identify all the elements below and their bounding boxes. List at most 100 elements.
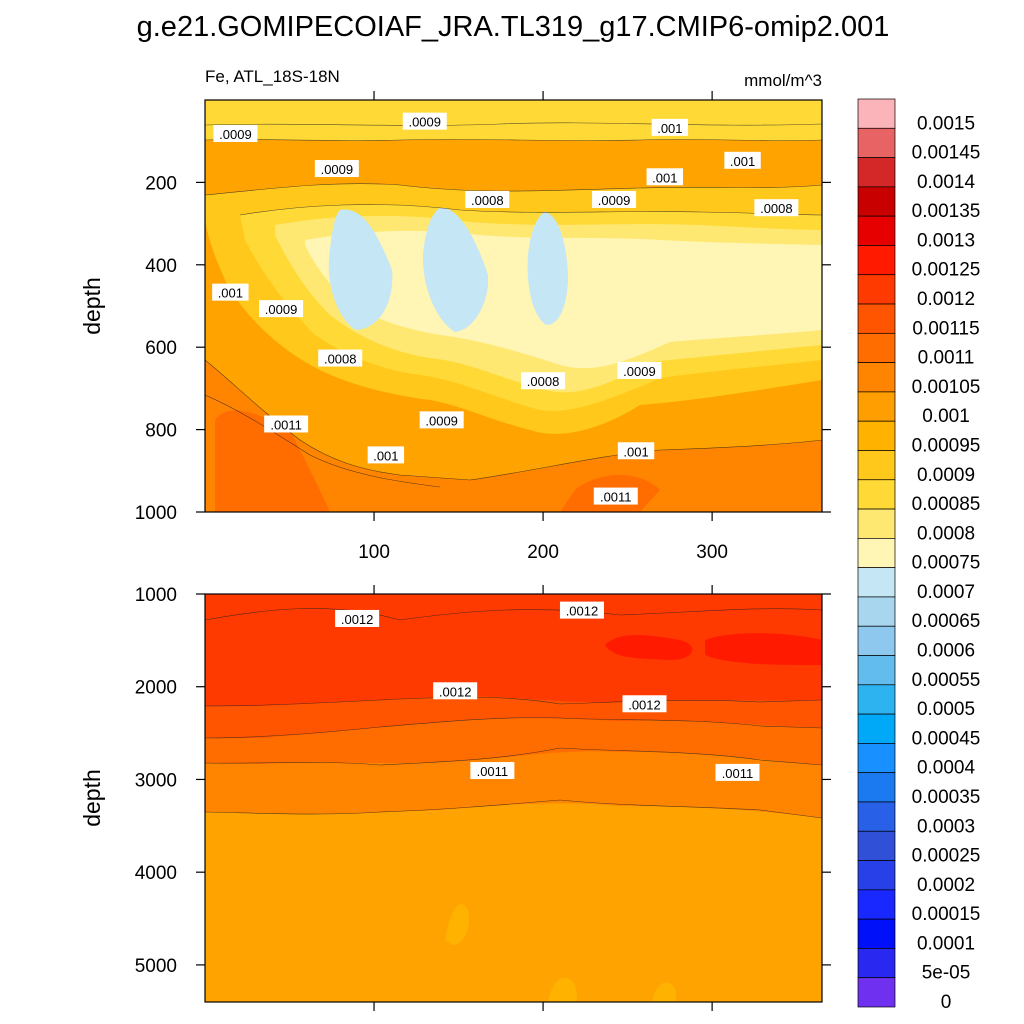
contour-label: .001 (367, 446, 405, 464)
contour-label-text: .0009 (425, 413, 458, 428)
contour-label-text: .001 (218, 286, 243, 301)
contour-label-box (212, 283, 249, 301)
contour-label: .0009 (213, 125, 258, 143)
colorbar-swatch (857, 391, 896, 422)
contour-label: .0011 (470, 762, 515, 780)
colorbar-swatch (857, 918, 896, 949)
upper-y-axis: 200 400 600 800 1000 (135, 173, 831, 524)
contour-label-box (559, 601, 604, 619)
contour-label: .001 (617, 442, 655, 460)
colorbar-label: 0.0006 (917, 641, 975, 662)
contour-label-box (402, 112, 447, 130)
colorbar-label: 0.0005 (917, 699, 975, 720)
contour-label-text: .001 (652, 170, 677, 185)
contour-label: .0009 (314, 160, 359, 178)
lower-y-tick-label: 2000 (135, 678, 177, 699)
upper-y-tick-label: 1000 (135, 503, 177, 524)
colorbar-label: 0.00015 (912, 904, 981, 925)
contour-label: .0009 (402, 112, 447, 130)
lower-patch-3 (652, 982, 676, 1002)
contour-label: .001 (646, 168, 683, 186)
colorbar-swatch (857, 948, 896, 979)
colorbar-swatch (857, 303, 896, 334)
colorbar-swatch (857, 684, 896, 715)
colorbar-label: 0.0015 (917, 113, 975, 134)
colorbar-swatch (857, 830, 896, 861)
contour-label-text: .0011 (477, 764, 509, 779)
colorbar-swatch (857, 567, 896, 598)
colorbar-swatch (857, 977, 896, 1008)
contour-label-box (465, 190, 510, 208)
colorbar-label: 0.00045 (912, 728, 981, 749)
colorbar-label: 0.00055 (912, 670, 981, 691)
contour-label: .0011 (715, 763, 760, 781)
contour-label-text: .0011 (270, 417, 302, 432)
colorbar-swatch (857, 772, 896, 803)
lower-y-tick-label: 4000 (135, 863, 177, 884)
upper-lens-2 (422, 207, 489, 332)
lower-patch-1 (445, 904, 470, 945)
colorbar-label: 0.001 (922, 406, 970, 427)
left-subtitle: Fe, ATL_18S-18N (205, 67, 340, 86)
colorbar-label: 0.00025 (912, 846, 981, 867)
colorbar-swatch (857, 479, 896, 510)
colorbar-label: 0.00035 (912, 787, 981, 808)
upper-y-tick-label: 400 (145, 256, 177, 277)
contour-label-text: .0009 (321, 162, 354, 177)
colorbar-swatch (857, 538, 896, 568)
contour-label-text: .0012 (566, 604, 599, 619)
colorbar-swatch (857, 332, 896, 363)
contour-label: .001 (651, 118, 689, 136)
contour-label-box (593, 487, 638, 505)
lower-y-tick-label: 5000 (135, 956, 177, 977)
contour-label-text: .001 (623, 444, 648, 459)
colorbar-label: 0.00075 (912, 553, 981, 574)
lower-patch-2 (548, 977, 577, 1002)
lower-panel-fill (205, 594, 822, 1002)
contour-label-box (213, 125, 258, 143)
contour-label-text: .001 (373, 448, 398, 463)
colorbar-swatch (857, 98, 896, 129)
contour-label: .001 (212, 283, 249, 301)
contour-label-box (617, 361, 662, 379)
colorbar-label: 0.0009 (917, 465, 975, 486)
colorbar-label: 0.00105 (912, 377, 981, 398)
upper-surface-band (205, 100, 822, 141)
contour-label-text: .0012 (439, 684, 472, 699)
lower-y-axis: 1000 2000 3000 4000 5000 (135, 585, 831, 977)
upper-y-label: depth (79, 277, 105, 335)
lower-plot-frame (204, 593, 823, 1003)
colorbar-label: 0.0014 (917, 172, 976, 193)
upper-y-tick-label: 200 (145, 173, 177, 194)
chart-title: g.e21.GOMIPECOIAF_JRA.TL319_g17.CMIP6-om… (137, 11, 890, 43)
contour-label-box (622, 695, 667, 713)
colorbar-label: 0.0002 (917, 875, 975, 896)
contour-label-text: .0009 (598, 193, 631, 208)
contour-label-box (592, 190, 637, 208)
contour-label-box (264, 415, 309, 433)
colorbar-swatch (857, 186, 896, 217)
colorbar-swatch (857, 274, 896, 305)
contour-label: .0008 (318, 349, 363, 367)
contour-label-text: .0012 (341, 612, 374, 627)
contour-label-box (715, 763, 760, 781)
lower-y-label: depth (79, 769, 105, 827)
colorbar-label: 0.0013 (917, 230, 975, 251)
contour-label-box (335, 609, 380, 627)
colorbar-label: 0.0008 (917, 523, 975, 544)
contour-label-box (724, 151, 761, 169)
contour-label-box (259, 300, 304, 318)
colorbar-label: 0.0003 (917, 816, 975, 837)
x-tick-label: 200 (527, 542, 559, 563)
contour-label-text: .0009 (623, 364, 656, 379)
contour-label-text: .0009 (265, 302, 298, 317)
contour-label-text: .001 (730, 154, 755, 169)
colorbar-swatch (857, 743, 896, 774)
colorbar-label: 0.00065 (912, 611, 981, 632)
upper-panel-fill (205, 100, 822, 512)
colorbar-swatch (857, 508, 896, 539)
colorbar-swatch (857, 889, 896, 920)
contour-label: .0011 (593, 487, 638, 505)
contour-label-box (754, 199, 799, 217)
